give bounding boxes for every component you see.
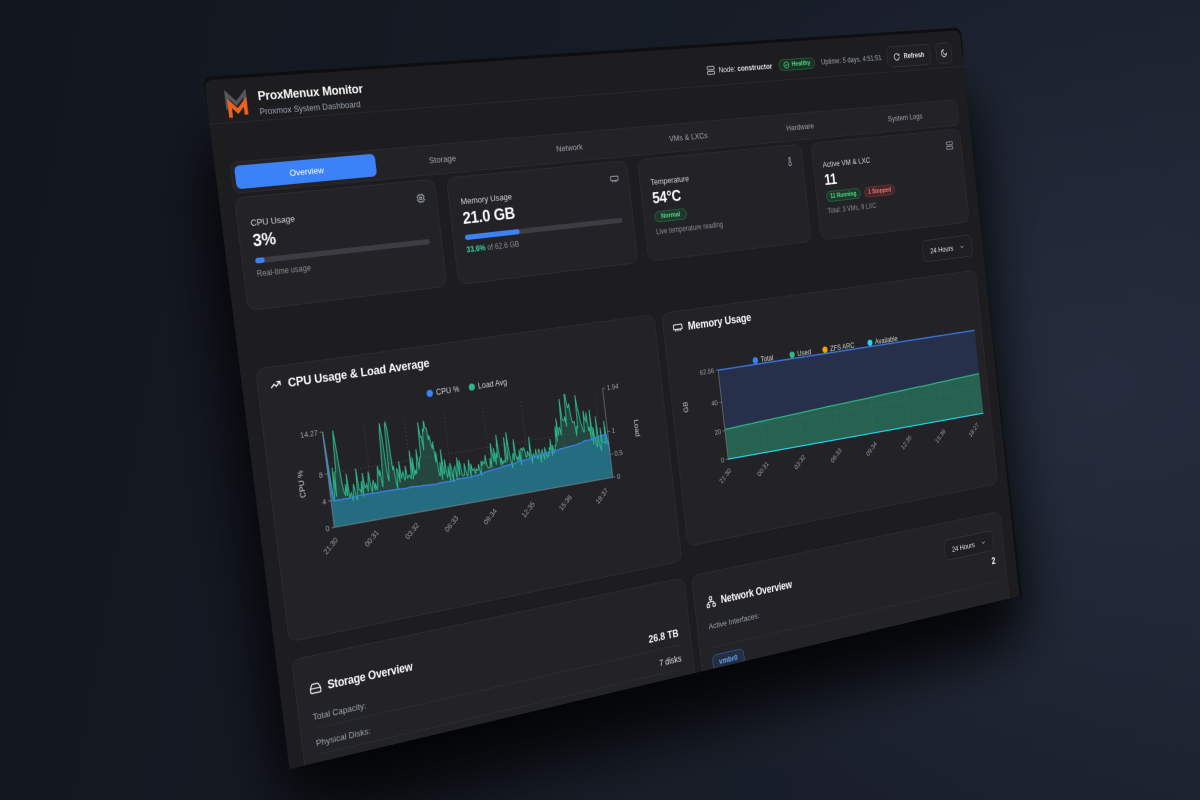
- svg-text:CPU %: CPU %: [295, 469, 307, 498]
- svg-text:18:37: 18:37: [594, 487, 609, 506]
- svg-text:0: 0: [325, 524, 330, 534]
- svg-text:1: 1: [611, 426, 615, 435]
- svg-text:00:31: 00:31: [756, 460, 770, 478]
- svg-text:14.27: 14.27: [300, 429, 319, 441]
- svg-text:ZFS ARC: ZFS ARC: [830, 341, 855, 353]
- svg-text:0: 0: [721, 456, 725, 465]
- svg-text:09:34: 09:34: [865, 440, 879, 458]
- svg-text:06:33: 06:33: [829, 446, 843, 464]
- svg-text:Available: Available: [875, 334, 899, 346]
- svg-text:40: 40: [711, 399, 719, 408]
- svg-text:0: 0: [617, 472, 622, 481]
- svg-text:18:27: 18:27: [968, 421, 980, 438]
- svg-text:8: 8: [318, 470, 323, 479]
- svg-text:21:30: 21:30: [322, 535, 340, 556]
- svg-text:00:31: 00:31: [363, 528, 380, 548]
- svg-text:0.5: 0.5: [614, 448, 624, 458]
- svg-text:06:33: 06:33: [443, 513, 460, 533]
- svg-text:12:35: 12:35: [900, 433, 913, 451]
- svg-text:Load Avg: Load Avg: [477, 377, 507, 391]
- svg-text:Load: Load: [632, 419, 641, 438]
- svg-text:GB: GB: [681, 401, 690, 413]
- svg-text:4: 4: [322, 497, 327, 507]
- svg-text:03:32: 03:32: [404, 521, 421, 541]
- svg-text:21:30: 21:30: [718, 466, 733, 485]
- svg-text:03:32: 03:32: [793, 453, 807, 471]
- svg-text:15:36: 15:36: [558, 493, 574, 513]
- svg-text:12:35: 12:35: [520, 500, 536, 520]
- svg-text:15:36: 15:36: [934, 427, 947, 445]
- svg-text:Total: Total: [760, 353, 774, 364]
- svg-text:CPU %: CPU %: [436, 384, 461, 397]
- svg-text:09:34: 09:34: [482, 506, 499, 526]
- svg-text:62.56: 62.56: [699, 367, 715, 377]
- svg-text:Used: Used: [797, 348, 812, 359]
- svg-text:20: 20: [714, 428, 722, 437]
- svg-text:1.94: 1.94: [606, 382, 619, 392]
